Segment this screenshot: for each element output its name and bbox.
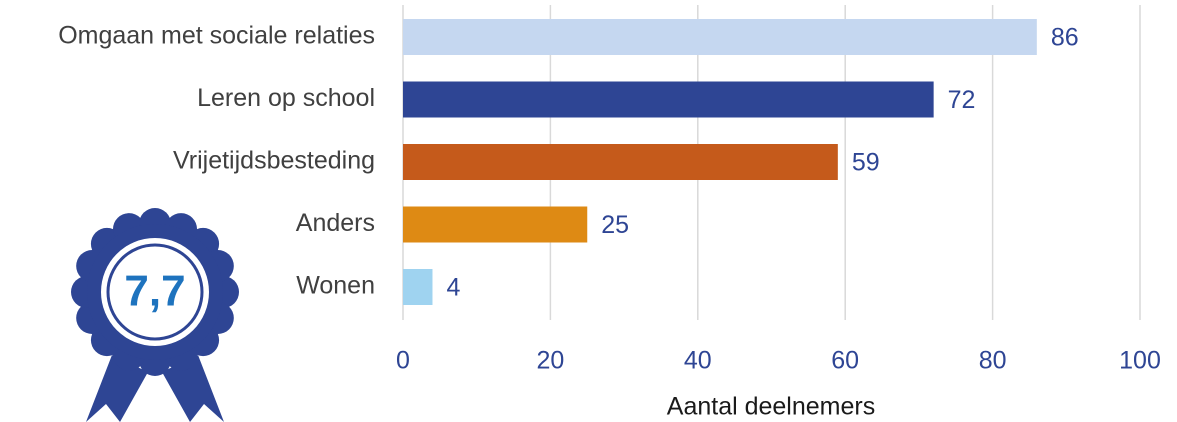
bar xyxy=(403,206,588,243)
x-tick-label: 60 xyxy=(831,347,859,375)
bar xyxy=(403,81,934,118)
x-tick-label: 0 xyxy=(396,347,410,375)
category-label: Vrijetijdsbesteding xyxy=(173,147,375,175)
value-label: 59 xyxy=(852,149,880,177)
bar xyxy=(403,269,433,305)
category-label: Omgaan met sociale relaties xyxy=(58,22,375,50)
bar xyxy=(403,144,838,180)
category-label: Wonen xyxy=(296,272,375,300)
x-axis-title: Aantal deelnemers xyxy=(667,393,875,421)
category-label: Anders xyxy=(296,209,375,237)
rosette: 7,7 xyxy=(71,208,239,422)
value-label: 4 xyxy=(446,274,460,302)
value-label: 86 xyxy=(1051,24,1079,52)
x-tick-label: 100 xyxy=(1119,347,1161,375)
x-tick-label: 40 xyxy=(684,347,712,375)
category-label: Leren op school xyxy=(197,84,375,112)
badge-text: 7,7 xyxy=(124,267,185,316)
x-tick-label: 20 xyxy=(536,347,564,375)
value-label: 72 xyxy=(948,86,976,114)
bar xyxy=(403,19,1037,55)
x-tick-label: 80 xyxy=(979,347,1007,375)
value-label: 25 xyxy=(601,211,629,239)
